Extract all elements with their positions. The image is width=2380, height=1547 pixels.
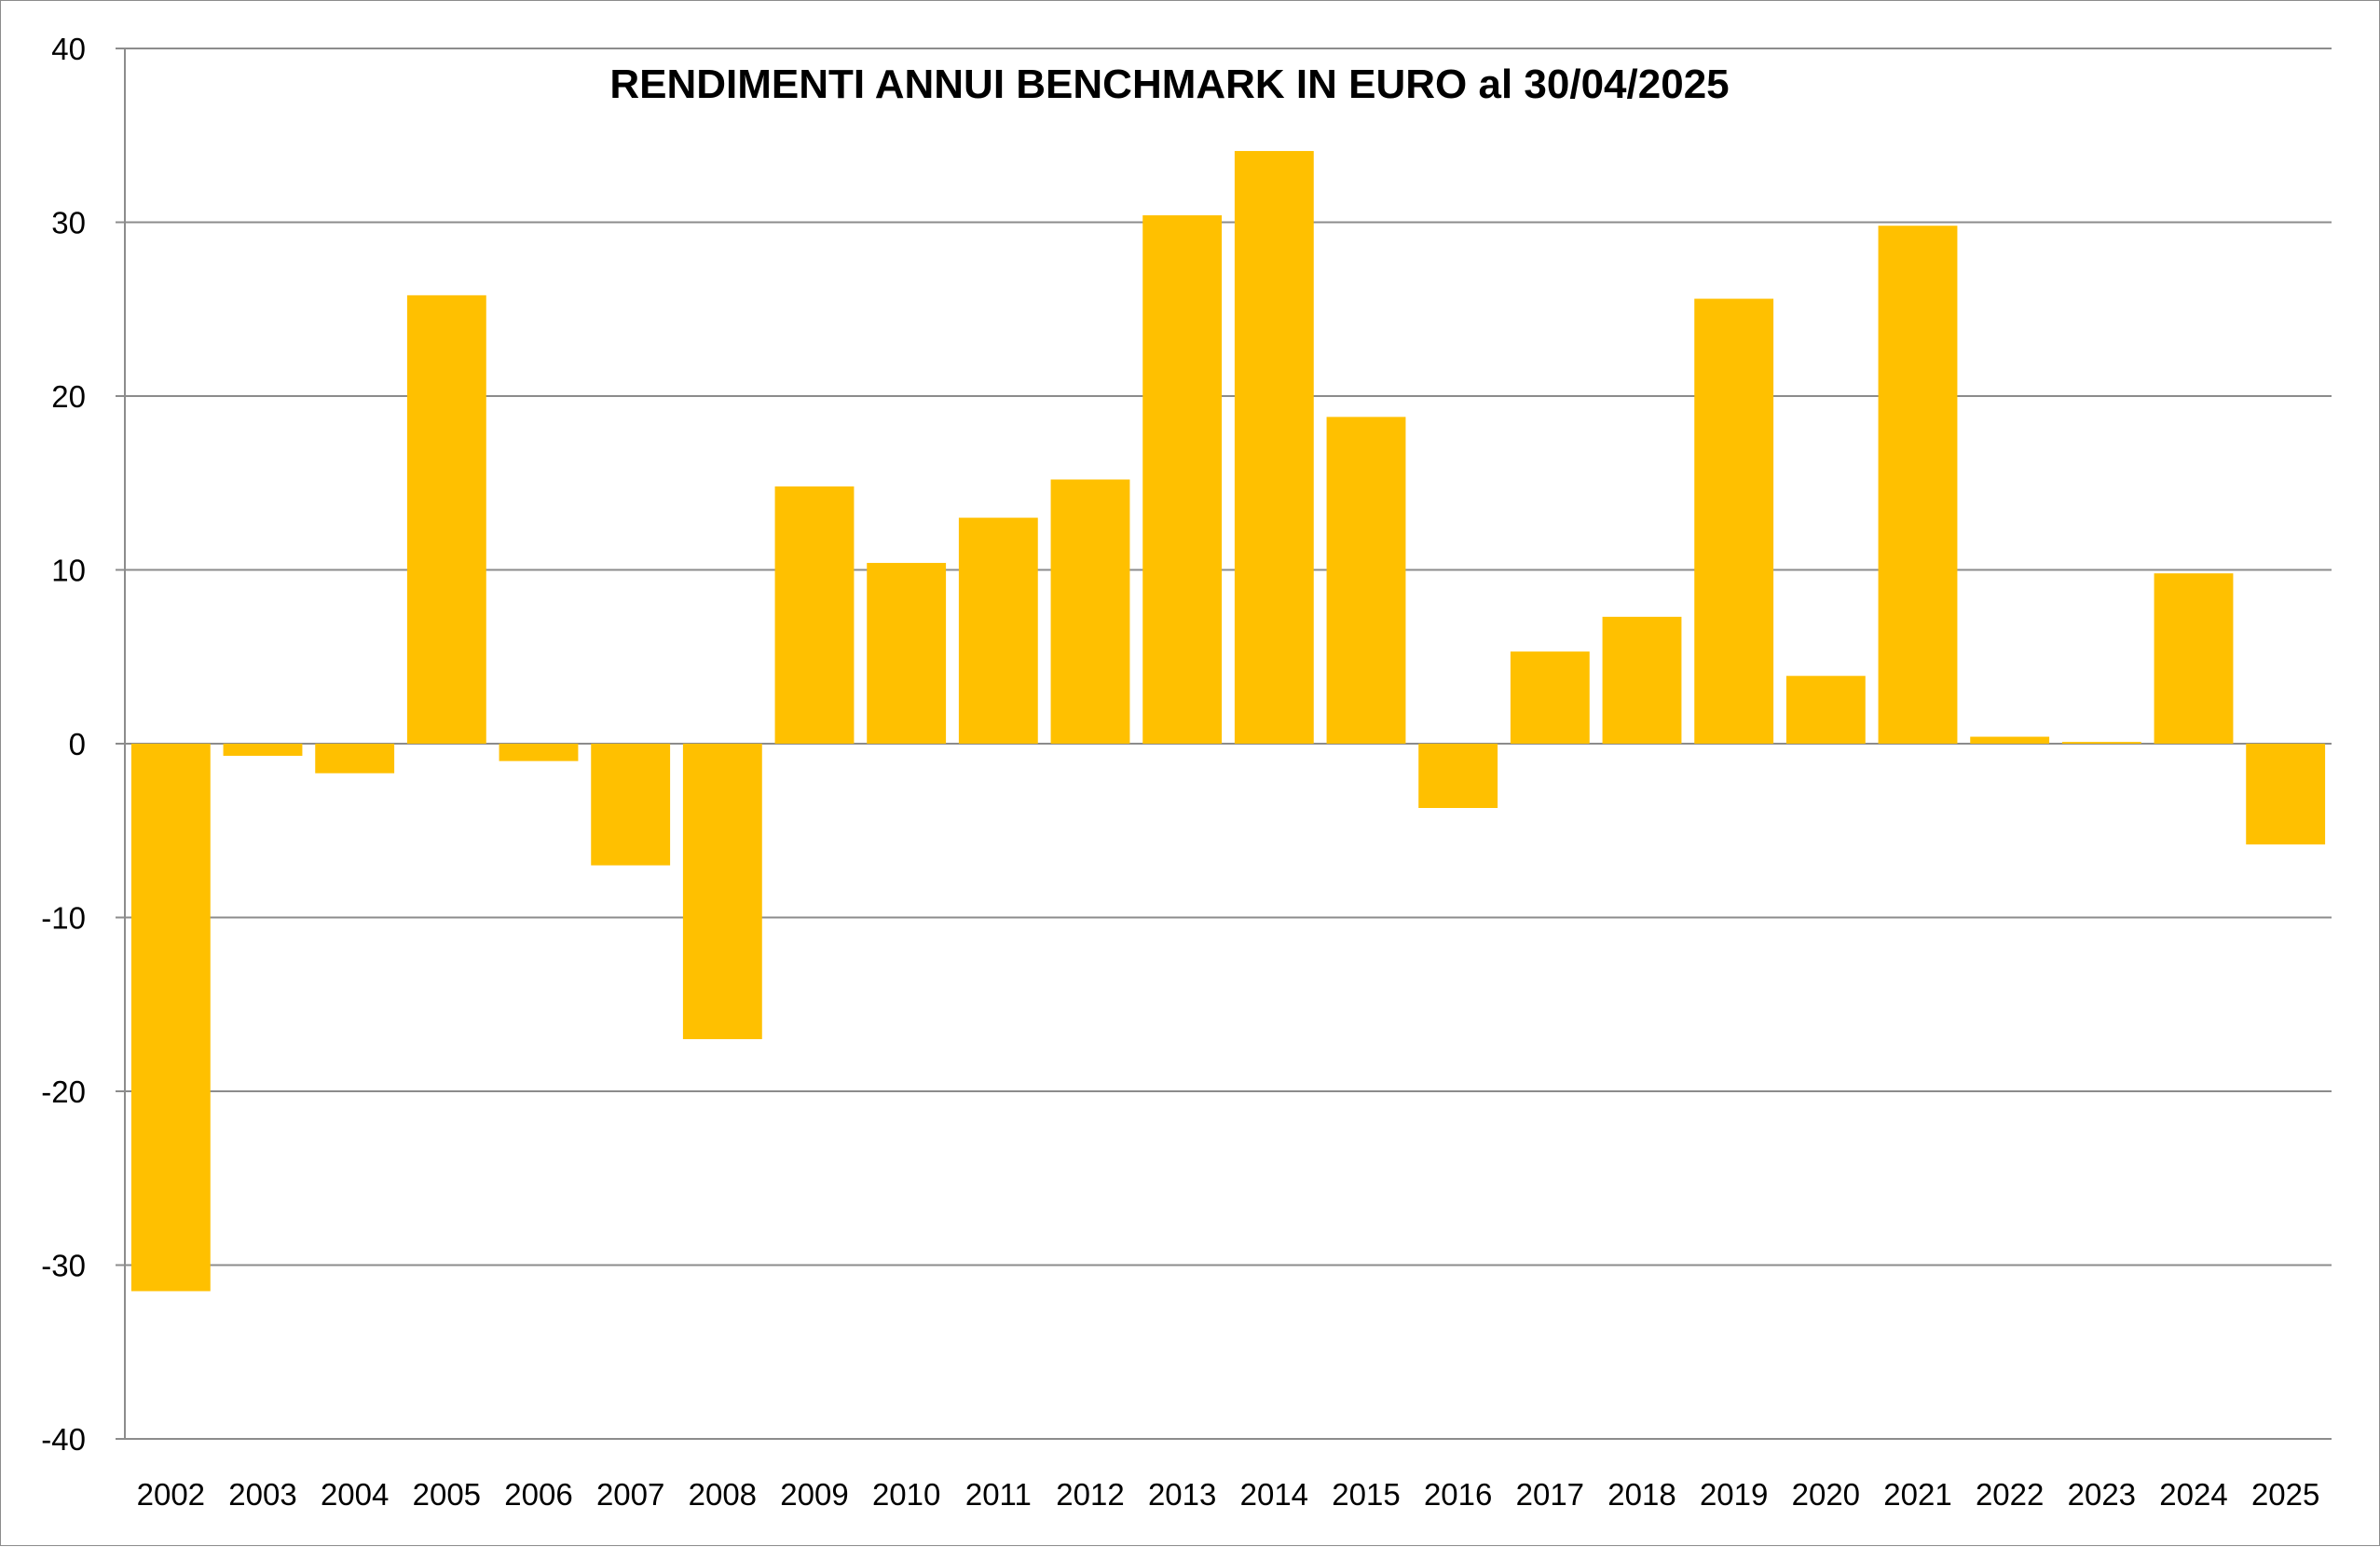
- x-tick-label: 2009: [780, 1477, 848, 1512]
- y-tick-label: -10: [41, 901, 86, 936]
- x-tick-label: 2010: [872, 1477, 940, 1512]
- bar-2014: [1234, 151, 1314, 744]
- bar-2019: [1694, 298, 1774, 744]
- x-tick-label: 2025: [2251, 1477, 2319, 1512]
- bar-2012: [1050, 479, 1130, 744]
- x-tick-label: 2015: [1332, 1477, 1400, 1512]
- bar-2017: [1510, 651, 1590, 744]
- x-tick-label: 2002: [137, 1477, 205, 1512]
- bar-2010: [867, 563, 947, 744]
- y-tick-labels: 40 30 20 10 0 -10 -20 -30 -40: [41, 32, 86, 1457]
- x-tick-label: 2021: [1883, 1477, 1951, 1512]
- bar-2020: [1785, 676, 1866, 744]
- bar-2011: [958, 517, 1038, 744]
- bar-2018: [1602, 616, 1682, 744]
- bar-2023: [2061, 742, 2141, 744]
- y-tick-label: 30: [51, 206, 86, 240]
- x-tick-label: 2023: [2068, 1477, 2136, 1512]
- bar-2013: [1142, 215, 1223, 745]
- x-tick-label: 2020: [1792, 1477, 1860, 1512]
- x-tick-label: 2007: [596, 1477, 664, 1512]
- y-tick-label: 40: [51, 32, 86, 66]
- bar-2021: [1878, 226, 1958, 745]
- bars: [130, 151, 2326, 1292]
- x-tick-label: 2014: [1240, 1477, 1308, 1512]
- bar-2006: [499, 744, 579, 761]
- x-tick-label: 2013: [1148, 1477, 1216, 1512]
- bar-2008: [682, 744, 762, 1040]
- x-tick-label: 2004: [321, 1477, 389, 1512]
- y-tick-label: -20: [41, 1075, 86, 1109]
- y-tick-label: -40: [41, 1422, 86, 1457]
- x-tick-label: 2022: [1976, 1477, 2044, 1512]
- x-tick-label: 2012: [1056, 1477, 1124, 1512]
- x-tick-label: 2024: [2159, 1477, 2227, 1512]
- bar-2025: [2246, 744, 2326, 845]
- x-tick-label: 2008: [689, 1477, 757, 1512]
- bar-2022: [1970, 736, 2050, 744]
- bar-2004: [315, 744, 395, 774]
- x-tick-label: 2006: [504, 1477, 572, 1512]
- bar-2024: [2154, 573, 2234, 744]
- x-tick-label: 2005: [413, 1477, 481, 1512]
- bar-2003: [223, 744, 303, 757]
- bar-2005: [406, 294, 486, 744]
- bar-2009: [774, 486, 855, 744]
- x-tick-label: 2016: [1424, 1477, 1492, 1512]
- chart-title: RENDIMENTI ANNUI BENCHMARK IN EURO al 30…: [609, 62, 1729, 107]
- bar-2016: [1418, 744, 1498, 809]
- x-tick-label: 2003: [228, 1477, 296, 1512]
- x-tick-label: 2011: [965, 1477, 1032, 1512]
- axes: [116, 48, 2332, 1440]
- bar-2015: [1326, 417, 1406, 744]
- y-tick-label: 0: [69, 727, 86, 761]
- y-tick-label: 20: [51, 379, 86, 414]
- x-tick-label: 2018: [1607, 1477, 1676, 1512]
- x-tick-label: 2017: [1516, 1477, 1584, 1512]
- x-tick-label: 2019: [1700, 1477, 1768, 1512]
- y-tick-label: -30: [41, 1249, 86, 1283]
- bar-2002: [130, 744, 211, 1292]
- x-tick-labels: 2002 2003 2004 2005 2006 2007 2008 2009 2010 2011…: [137, 1477, 2320, 1512]
- y-tick-label: 10: [51, 554, 86, 588]
- bar-2007: [591, 744, 671, 866]
